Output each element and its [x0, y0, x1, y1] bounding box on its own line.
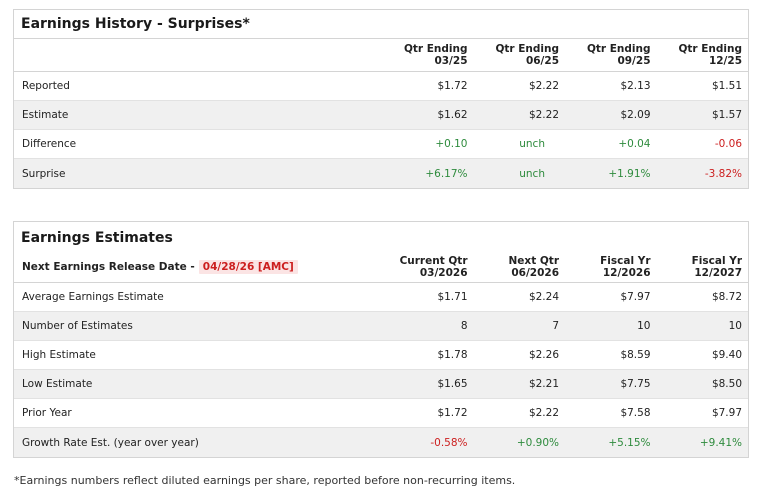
row-value: $1.65: [437, 378, 468, 390]
release-date-badge: 04/28/26 [AMC]: [198, 260, 298, 274]
row-value: -3.82%: [704, 167, 742, 180]
row-value: $1.57: [711, 109, 742, 121]
row-label: Average Earnings Estimate: [22, 291, 164, 303]
row-label: Reported: [22, 80, 70, 92]
earnings-history-panel: Earnings History - Surprises* Qtr Ending…: [13, 9, 749, 189]
column-header-line1: Next Qtr: [508, 255, 559, 267]
column-header: Next Qtr 06/2026: [474, 252, 566, 282]
next-release-label: Next Earnings Release Date -: [22, 261, 195, 273]
table-row: Reported $1.72 $2.22 $2.13 $1.51: [14, 72, 748, 101]
column-header: Current Qtr 03/2026: [382, 252, 474, 282]
row-value: $2.26: [528, 349, 559, 361]
header-label: [14, 39, 382, 71]
column-header-line2: 09/25: [617, 55, 651, 67]
column-header: Qtr Ending 09/25: [565, 39, 657, 71]
column-header-line1: Fiscal Yr: [691, 255, 742, 267]
table-row: Difference +0.10 unch +0.04 -0.06: [14, 130, 748, 159]
column-header: Fiscal Yr 12/2026: [565, 252, 657, 282]
row-value: -0.58%: [430, 436, 468, 449]
column-header-line2: 03/25: [434, 55, 468, 67]
row-value: $8.72: [711, 291, 742, 303]
column-header-line1: Qtr Ending: [495, 43, 559, 55]
row-value: -0.06: [714, 138, 742, 150]
row-value: 10: [637, 320, 651, 332]
row-value: $2.24: [528, 291, 559, 303]
row-value: +9.41%: [699, 436, 742, 449]
table-row: High Estimate $1.78 $2.26 $8.59 $9.40: [14, 341, 748, 370]
row-value: $7.58: [620, 407, 651, 419]
row-value: +1.91%: [608, 167, 651, 180]
row-value: $7.97: [620, 291, 651, 303]
row-value: $8.59: [620, 349, 651, 361]
row-value: $8.50: [711, 378, 742, 390]
column-header-line2: 06/2026: [511, 267, 559, 279]
row-value: unch: [519, 138, 545, 150]
table-row: Average Earnings Estimate $1.71 $2.24 $7…: [14, 283, 748, 312]
column-header-line2: 12/25: [708, 55, 742, 67]
column-header-line1: Current Qtr: [399, 255, 468, 267]
row-value: $7.75: [620, 378, 651, 390]
row-value: +0.90%: [516, 436, 559, 449]
row-value: 7: [552, 320, 559, 332]
row-label: Low Estimate: [22, 378, 93, 390]
table-row: Growth Rate Est. (year over year) -0.58%…: [14, 428, 748, 457]
row-label: Growth Rate Est. (year over year): [22, 436, 199, 449]
row-value: $2.22: [528, 80, 559, 92]
row-value: $2.21: [528, 378, 559, 390]
table-row: Prior Year $1.72 $2.22 $7.58 $7.97: [14, 399, 748, 428]
row-label: Estimate: [22, 109, 69, 121]
column-header-line1: Qtr Ending: [403, 43, 468, 55]
column-header: Qtr Ending 06/25: [474, 39, 566, 71]
table-row: Surprise +6.17% unch +1.91% -3.82%: [14, 159, 748, 188]
footnote: *Earnings numbers reflect diluted earnin…: [14, 474, 516, 487]
column-header-line1: Fiscal Yr: [600, 255, 651, 267]
column-header: Qtr Ending 03/25: [382, 39, 474, 71]
row-label: Prior Year: [22, 407, 72, 419]
table-row: Estimate $1.62 $2.22 $2.09 $1.57: [14, 101, 748, 130]
column-header-line2: 12/2027: [694, 267, 742, 279]
table-header: Next Earnings Release Date - 04/28/26 [A…: [14, 252, 748, 283]
column-header-line2: 03/2026: [419, 267, 468, 279]
column-header-line1: Qtr Ending: [586, 43, 651, 55]
row-label: High Estimate: [22, 349, 96, 361]
row-label: Number of Estimates: [22, 320, 133, 332]
row-value: $1.62: [437, 109, 468, 121]
panel-title: Earnings History - Surprises*: [21, 16, 250, 32]
row-value: 8: [460, 320, 468, 332]
table-header: Qtr Ending 03/25 Qtr Ending 06/25 Qtr Endi…: [14, 38, 748, 72]
row-value: $1.51: [711, 80, 742, 92]
row-value: $1.78: [437, 349, 468, 361]
row-value: $1.71: [437, 291, 468, 303]
next-release: Next Earnings Release Date - 04/28/26 [A…: [14, 252, 382, 282]
column-header-line1: Qtr Ending: [678, 43, 742, 55]
column-header-line2: 12/2026: [602, 267, 651, 279]
row-value: $7.97: [711, 407, 742, 419]
table-row: Number of Estimates 8 7 10 10: [14, 312, 748, 341]
earnings-estimates-panel: Earnings Estimates Next Earnings Release…: [13, 221, 749, 458]
column-header: Qtr Ending 12/25: [657, 39, 749, 71]
row-value: $2.22: [528, 407, 559, 419]
row-label: Surprise: [22, 167, 66, 180]
table-row: Low Estimate $1.65 $2.21 $7.75 $8.50: [14, 370, 748, 399]
row-value: +6.17%: [425, 167, 468, 180]
row-value: $9.40: [711, 349, 742, 361]
column-header-line2: 06/25: [525, 55, 559, 67]
row-value: $2.22: [528, 109, 559, 121]
column-header: Fiscal Yr 12/2027: [657, 252, 749, 282]
row-value: $2.09: [620, 109, 651, 121]
row-value: +5.15%: [608, 436, 651, 449]
row-value: $2.13: [620, 80, 651, 92]
panel-title: Earnings Estimates: [21, 230, 173, 246]
row-value: +0.04: [618, 138, 651, 150]
row-value: $1.72: [437, 407, 468, 419]
row-value: +0.10: [435, 138, 468, 150]
row-value: $1.72: [437, 80, 468, 92]
row-value: 10: [728, 320, 742, 332]
row-label: Difference: [22, 138, 77, 150]
row-value: unch: [519, 167, 545, 180]
